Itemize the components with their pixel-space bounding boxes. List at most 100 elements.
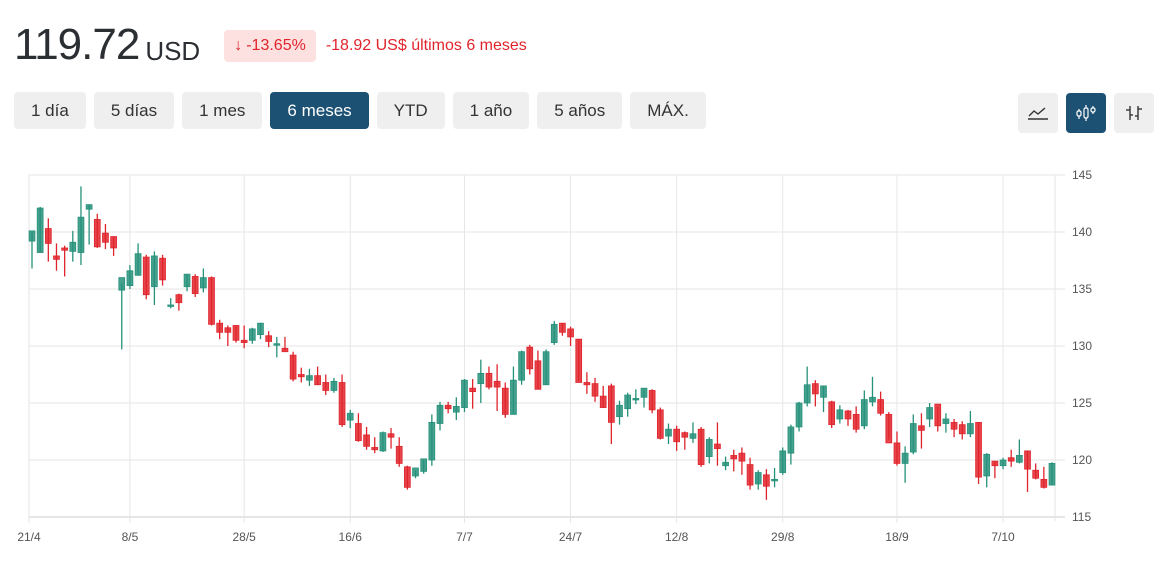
candle: [191, 276, 199, 294]
x-tick-label: 21/4: [17, 530, 41, 544]
current-price: 119.72: [14, 20, 140, 69]
candle: [967, 423, 974, 435]
candle: [681, 432, 689, 438]
candle: [534, 360, 542, 390]
chart-grid: [28, 174, 1065, 523]
candle: [779, 450, 787, 473]
candle: [656, 409, 664, 439]
candle: [542, 351, 550, 386]
candle: [306, 375, 313, 381]
range-5-years-button[interactable]: 5 años: [537, 92, 623, 129]
line-chart-button[interactable]: [1018, 93, 1058, 133]
candle: [142, 256, 150, 296]
range-6-months-button[interactable]: 6 meses: [270, 92, 369, 129]
candle: [118, 277, 126, 291]
candle: [714, 443, 721, 450]
quote-header: 119.72 USD ↓ -13.65% -18.92 US$ últimos …: [14, 18, 527, 72]
candle: [926, 407, 933, 420]
candle: [461, 379, 468, 408]
x-tick-label: 7/10: [991, 530, 1015, 544]
candle: [559, 322, 566, 333]
candle: [110, 236, 117, 249]
candle: [567, 328, 574, 338]
candle: [314, 375, 321, 386]
range-1-month-button[interactable]: 1 mes: [182, 92, 263, 129]
candle: [281, 347, 289, 353]
candle: [102, 232, 109, 243]
y-tick-label: 145: [1072, 168, 1092, 182]
candle: [624, 394, 632, 410]
candle: [387, 433, 395, 438]
candle: [583, 382, 591, 386]
candle: [640, 387, 648, 398]
x-tick-label: 24/7: [559, 530, 583, 544]
candle: [338, 382, 346, 426]
candle: [501, 387, 509, 415]
ohlc-chart-icon: [1126, 106, 1142, 120]
range-max-button[interactable]: MÁX.: [630, 92, 706, 129]
candle: [61, 247, 68, 251]
candle: [493, 380, 501, 388]
candle: [412, 467, 419, 477]
candle: [608, 385, 615, 423]
candle: [330, 380, 338, 391]
candle: [232, 325, 240, 341]
candle: [893, 442, 901, 464]
candle: [69, 241, 77, 252]
candle: [436, 404, 444, 424]
candle: [216, 322, 224, 333]
candle: [909, 423, 917, 453]
candle: [860, 399, 868, 427]
x-axis: 21/4 8/5 28/5 16/6 7/7 24/7 12/8 29/8 18/9 7/10: [17, 530, 1015, 544]
candle: [85, 204, 93, 210]
candlestick-chart-button[interactable]: [1066, 93, 1106, 133]
candlestick-chart[interactable]: 145 140 135 130 125 120 115 21/4 8/5 28/5 16/6 7/7…: [0, 160, 1166, 561]
y-tick-label: 125: [1072, 396, 1092, 410]
candle: [738, 452, 746, 462]
candle: [869, 396, 876, 403]
candle: [224, 327, 232, 333]
candle: [771, 478, 778, 482]
arrow-down-icon: ↓: [234, 37, 243, 54]
range-5-days-button[interactable]: 5 días: [93, 92, 175, 129]
x-tick-label: 7/7: [456, 530, 473, 544]
candle: [77, 216, 85, 253]
candle: [983, 453, 991, 477]
candle: [795, 402, 803, 428]
chart-candles: [28, 186, 1056, 500]
candle: [648, 390, 656, 411]
range-ytd-button[interactable]: YTD: [376, 92, 445, 129]
candle: [1048, 463, 1056, 486]
range-1-year-button[interactable]: 1 año: [452, 92, 530, 129]
candle: [159, 257, 166, 281]
candle: [942, 418, 950, 424]
candle: [787, 426, 795, 454]
candle: [257, 322, 264, 336]
x-tick-label: 29/8: [771, 530, 795, 544]
candle: [469, 387, 476, 392]
x-tick-label: 8/5: [122, 530, 139, 544]
candle: [934, 403, 942, 427]
price-currency: USD: [145, 35, 201, 66]
candle: [705, 439, 713, 457]
candle: [379, 432, 387, 452]
candle: [901, 452, 909, 464]
candle: [151, 255, 158, 288]
chart-type-selector: [1018, 93, 1154, 133]
candle: [844, 410, 852, 420]
ohlc-chart-button[interactable]: [1114, 93, 1154, 133]
candle: [950, 421, 958, 430]
candle: [591, 383, 599, 397]
candle: [1024, 450, 1031, 470]
x-tick-label: 28/5: [232, 530, 256, 544]
candle: [183, 273, 191, 288]
candle: [754, 472, 762, 485]
candle: [355, 423, 362, 442]
range-1-day-button[interactable]: 1 día: [14, 92, 86, 129]
candle: [53, 255, 60, 260]
candle: [273, 343, 281, 346]
candle: [999, 459, 1007, 467]
candle: [518, 351, 525, 381]
y-tick-label: 120: [1072, 453, 1092, 467]
candle: [632, 398, 640, 401]
